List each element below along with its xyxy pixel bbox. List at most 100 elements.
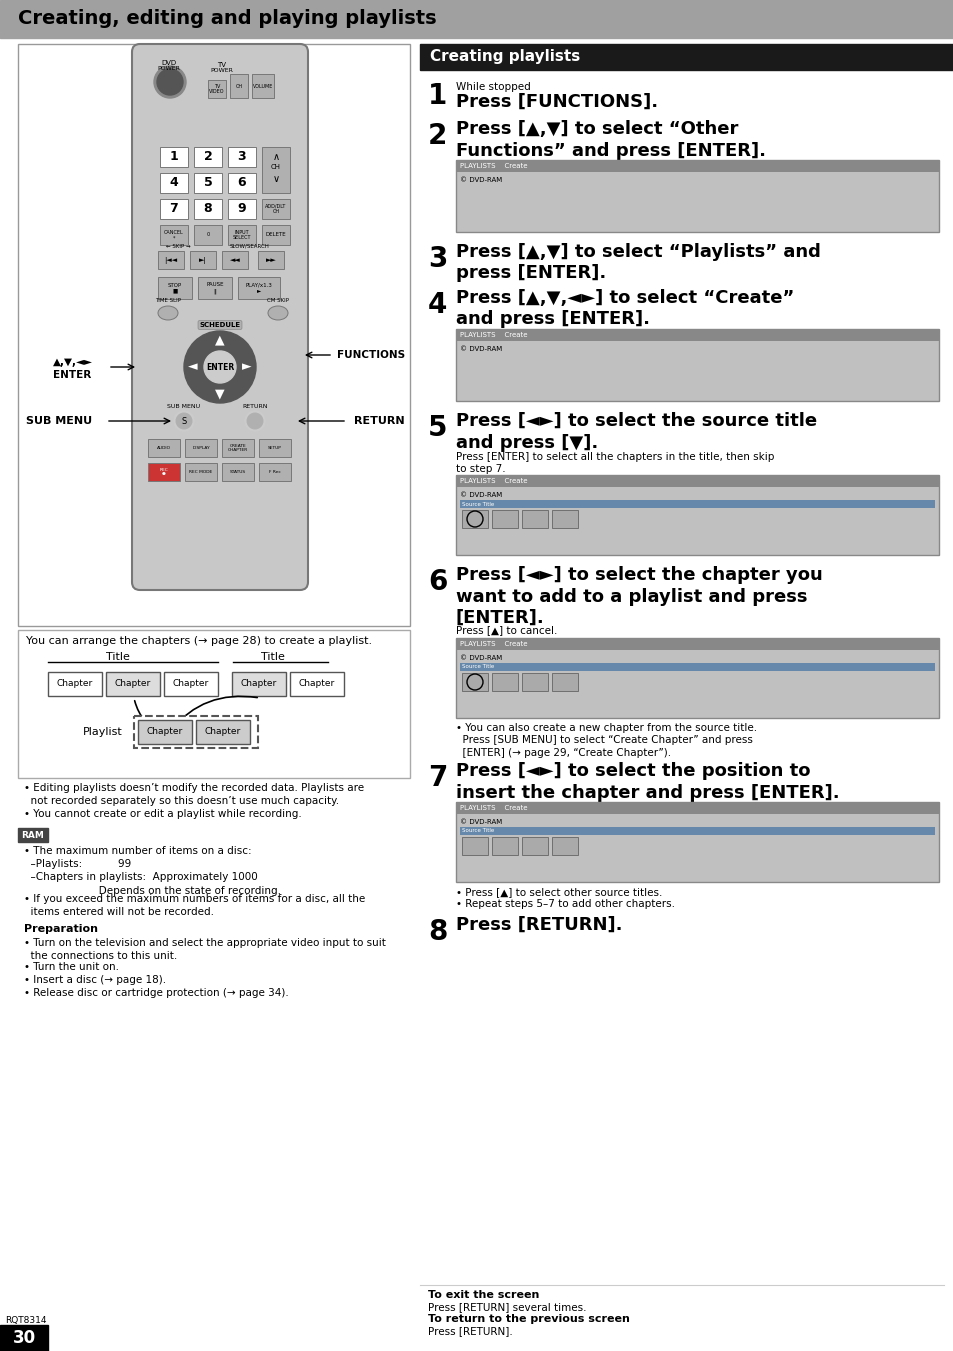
Text: 2: 2 bbox=[203, 150, 213, 163]
Text: Press [RETURN] several times.: Press [RETURN] several times. bbox=[428, 1302, 586, 1312]
Circle shape bbox=[204, 351, 235, 382]
Text: PLAYLISTS    Create: PLAYLISTS Create bbox=[459, 332, 527, 338]
Text: ∧: ∧ bbox=[273, 153, 279, 162]
Bar bbox=[228, 173, 255, 193]
Bar bbox=[461, 509, 488, 528]
Text: Press [▲] to cancel.: Press [▲] to cancel. bbox=[456, 626, 557, 635]
Text: 8: 8 bbox=[204, 203, 213, 216]
Circle shape bbox=[175, 413, 192, 430]
Text: AUDIO: AUDIO bbox=[157, 446, 171, 450]
Text: CH: CH bbox=[271, 163, 281, 170]
Bar bbox=[258, 463, 291, 481]
Text: Press [RETURN].: Press [RETURN]. bbox=[428, 1325, 512, 1336]
Text: TV
VIDEO: TV VIDEO bbox=[209, 84, 225, 95]
Text: F Rec: F Rec bbox=[269, 470, 280, 474]
Text: PLAYLISTS    Create: PLAYLISTS Create bbox=[459, 640, 527, 647]
Bar bbox=[18, 630, 410, 778]
Bar bbox=[258, 439, 291, 457]
Bar bbox=[456, 476, 938, 555]
Text: CH: CH bbox=[235, 84, 242, 89]
Text: POWER: POWER bbox=[211, 68, 233, 73]
Circle shape bbox=[184, 331, 255, 403]
Text: DISPLAY: DISPLAY bbox=[192, 446, 210, 450]
Text: 1: 1 bbox=[170, 150, 178, 163]
Bar bbox=[456, 159, 938, 172]
Text: 30: 30 bbox=[12, 1329, 35, 1347]
Text: 2: 2 bbox=[428, 122, 447, 150]
Text: TV: TV bbox=[217, 62, 226, 68]
Bar bbox=[230, 74, 248, 99]
Text: ENTER: ENTER bbox=[206, 362, 233, 372]
Bar bbox=[148, 439, 180, 457]
Text: PLAY/x1.3
►: PLAY/x1.3 ► bbox=[245, 282, 273, 293]
Bar bbox=[160, 199, 188, 219]
Bar bbox=[18, 828, 48, 842]
Bar bbox=[18, 45, 410, 626]
Bar bbox=[262, 199, 290, 219]
Text: 8: 8 bbox=[428, 917, 447, 946]
Bar bbox=[257, 251, 284, 269]
Text: Press [◄►] to select the chapter you
want to add to a playlist and press
[ENTER]: Press [◄►] to select the chapter you wan… bbox=[456, 566, 821, 627]
Text: Chapter: Chapter bbox=[114, 680, 151, 689]
Bar bbox=[190, 251, 215, 269]
Text: VOLUME: VOLUME bbox=[253, 84, 273, 89]
Ellipse shape bbox=[158, 305, 178, 320]
Text: Chapter: Chapter bbox=[298, 680, 335, 689]
Bar bbox=[456, 802, 938, 882]
Bar bbox=[456, 330, 938, 340]
Text: Preparation: Preparation bbox=[24, 924, 98, 934]
Text: While stopped: While stopped bbox=[456, 82, 530, 92]
Text: 1: 1 bbox=[428, 82, 447, 109]
Text: • Turn the unit on.: • Turn the unit on. bbox=[24, 962, 119, 971]
Text: Title: Title bbox=[261, 653, 285, 662]
Bar bbox=[521, 673, 547, 690]
Text: SUB MENU: SUB MENU bbox=[168, 404, 200, 409]
Text: © DVD-RAM: © DVD-RAM bbox=[459, 177, 501, 182]
Text: • If you exceed the maximum numbers of items for a disc, all the
  items entered: • If you exceed the maximum numbers of i… bbox=[24, 894, 365, 917]
Text: INPUT
SELECT: INPUT SELECT bbox=[233, 230, 251, 240]
Bar bbox=[456, 802, 938, 815]
Text: PLAYLISTS    Create: PLAYLISTS Create bbox=[459, 805, 527, 811]
Text: PAUSE
‖: PAUSE ‖ bbox=[206, 282, 224, 293]
Ellipse shape bbox=[268, 305, 288, 320]
Bar bbox=[252, 74, 274, 99]
Bar bbox=[492, 838, 517, 855]
Bar bbox=[208, 80, 226, 99]
Text: To return to the previous screen: To return to the previous screen bbox=[428, 1315, 629, 1324]
Text: ◄◄: ◄◄ bbox=[230, 257, 240, 263]
Bar bbox=[521, 838, 547, 855]
Bar bbox=[222, 439, 253, 457]
Text: SCHEDULE: SCHEDULE bbox=[199, 322, 240, 328]
Bar bbox=[459, 827, 934, 835]
Circle shape bbox=[245, 411, 265, 431]
Text: Title: Title bbox=[106, 653, 130, 662]
Bar bbox=[222, 251, 248, 269]
Text: SUB MENU: SUB MENU bbox=[26, 416, 92, 426]
Text: Press [RETURN].: Press [RETURN]. bbox=[456, 916, 622, 934]
Circle shape bbox=[247, 413, 263, 430]
Bar bbox=[456, 638, 938, 717]
Text: |◄◄: |◄◄ bbox=[164, 257, 177, 263]
Text: DVD: DVD bbox=[161, 59, 176, 66]
Bar bbox=[158, 251, 184, 269]
Bar bbox=[185, 439, 216, 457]
Text: STATUS: STATUS bbox=[230, 470, 246, 474]
Text: 4: 4 bbox=[170, 177, 178, 189]
Bar bbox=[193, 199, 222, 219]
Bar bbox=[228, 199, 255, 219]
Bar bbox=[456, 159, 938, 232]
Text: Source Title: Source Title bbox=[461, 828, 494, 834]
Bar bbox=[164, 671, 218, 696]
Text: ►: ► bbox=[242, 361, 252, 373]
Text: 5: 5 bbox=[428, 413, 447, 442]
Text: REC MODE: REC MODE bbox=[190, 470, 213, 474]
Text: • You cannot create or edit a playlist while recording.: • You cannot create or edit a playlist w… bbox=[24, 809, 301, 819]
Text: 9: 9 bbox=[237, 203, 246, 216]
Text: 3: 3 bbox=[428, 245, 447, 273]
Text: TIME SLIP: TIME SLIP bbox=[154, 299, 181, 303]
Bar bbox=[0, 0, 953, 38]
Text: Chapter: Chapter bbox=[205, 727, 241, 736]
Circle shape bbox=[173, 411, 193, 431]
Bar bbox=[461, 673, 488, 690]
Text: Press [▲,▼] to select “Playlists” and
press [ENTER].: Press [▲,▼] to select “Playlists” and pr… bbox=[456, 243, 820, 282]
